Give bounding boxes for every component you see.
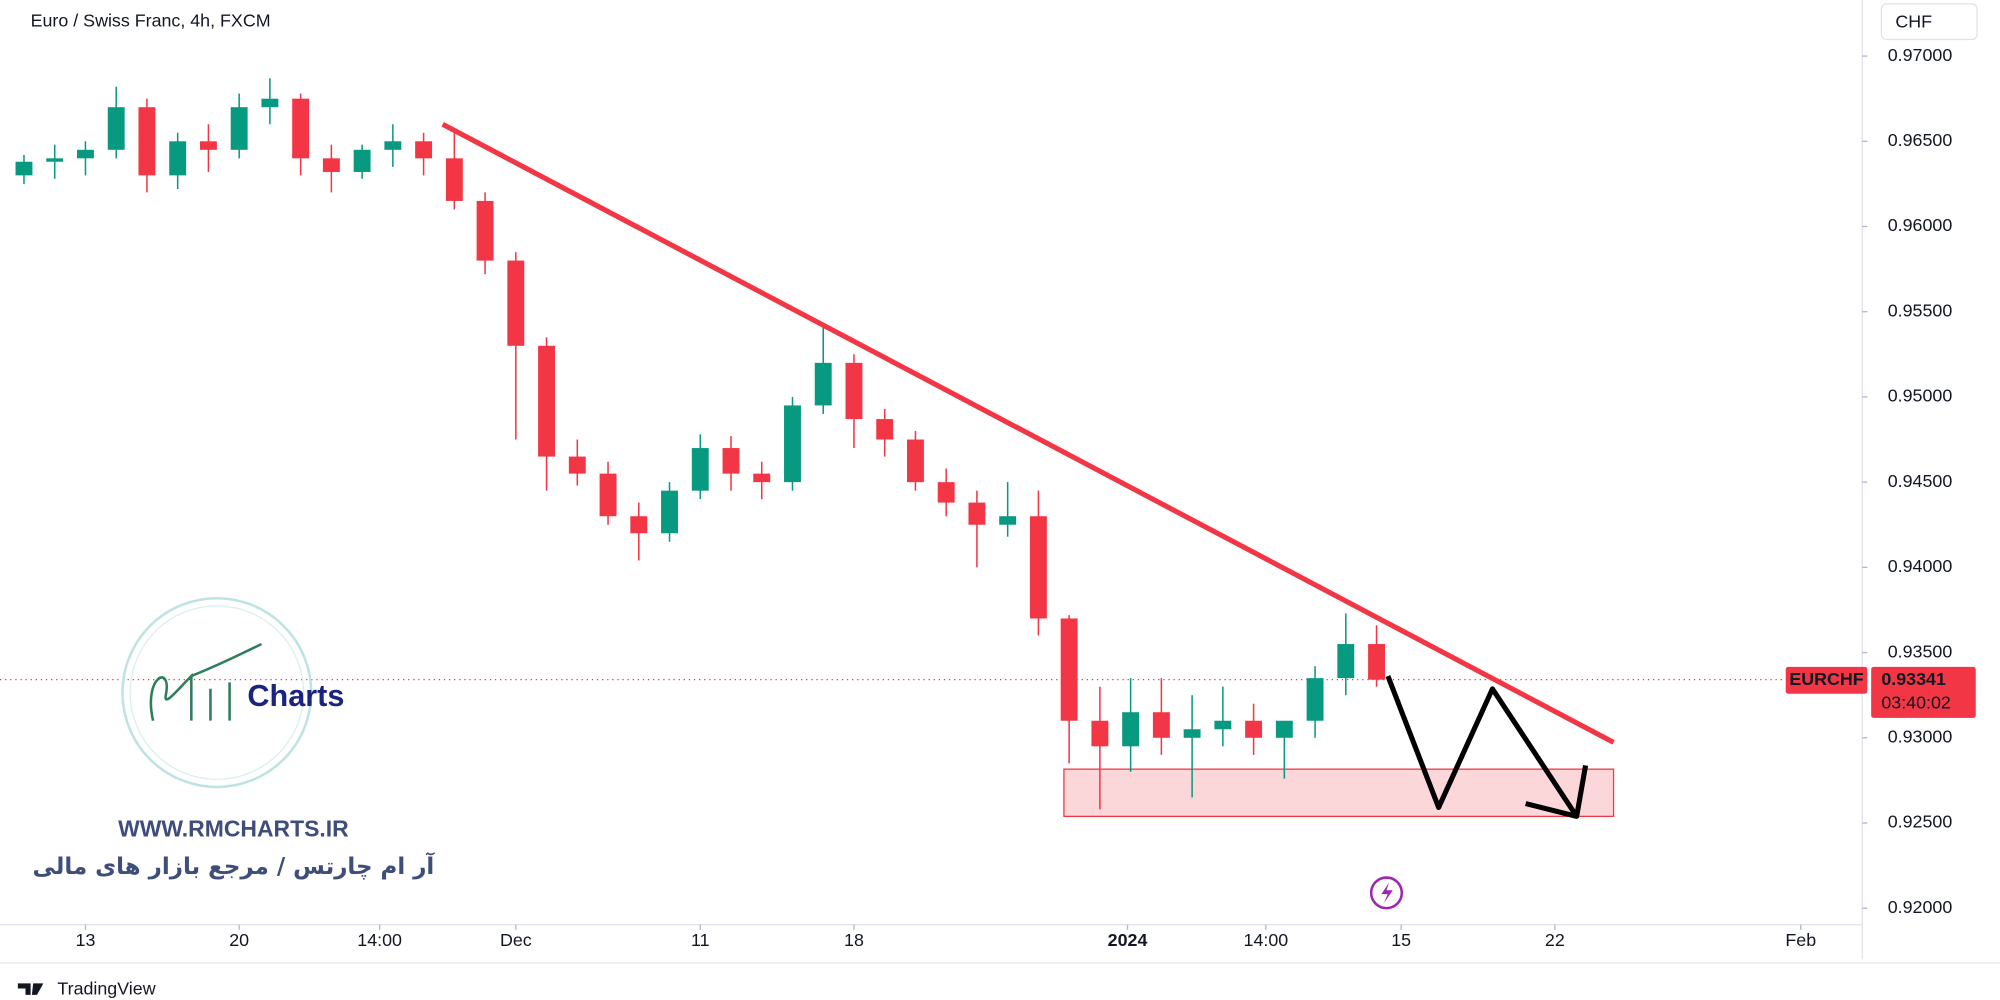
watermark-glyph — [149, 642, 263, 721]
watermark-logo: Charts — [247, 679, 344, 713]
y-tick-label: 0.96500 — [1888, 130, 1953, 150]
candle-body — [568, 456, 586, 474]
candle-body — [1091, 720, 1109, 747]
candle-body — [476, 200, 494, 261]
x-tick-label: 14:00 — [1244, 930, 1289, 950]
candle-body — [507, 260, 525, 346]
candle-body — [169, 141, 187, 176]
candle-body — [722, 448, 740, 474]
candle-body — [230, 107, 248, 150]
candle-body — [691, 448, 709, 491]
watermark-ring — [129, 605, 305, 780]
candle-body — [876, 419, 894, 440]
watermark-url: WWW.RMCHARTS.IR — [118, 815, 349, 841]
x-tick-label: Dec — [500, 930, 532, 950]
y-tick-label: 0.95500 — [1888, 300, 1953, 320]
candle-body — [1060, 618, 1078, 721]
candle-body — [1152, 712, 1170, 738]
candle-body — [814, 362, 832, 406]
candle-body — [46, 158, 64, 162]
candle-body — [15, 161, 33, 176]
candle-body — [77, 149, 94, 159]
candle-body — [1122, 712, 1140, 747]
x-tick-label: Feb — [1785, 930, 1816, 950]
candle-body — [1183, 729, 1201, 738]
currency-button[interactable] — [1880, 3, 1978, 41]
candle-body — [599, 473, 617, 517]
price-badge — [1871, 666, 1976, 718]
x-tick-label: 11 — [691, 930, 710, 950]
candle-body — [445, 158, 463, 201]
projection-path — [1385, 675, 1579, 818]
candle-body — [107, 107, 125, 150]
x-tick-label: 2024 — [1108, 930, 1148, 950]
chart-title: Euro / Swiss Franc, 4h, FXCM — [31, 10, 271, 30]
y-tick-label: 0.92500 — [1888, 812, 1953, 832]
projection-arrow-head — [1525, 764, 1589, 819]
candle-body — [1245, 720, 1263, 738]
y-tick-label: 0.96000 — [1888, 215, 1953, 235]
candle-body — [630, 516, 648, 534]
support-zone — [1063, 768, 1615, 817]
brand-logo — [17, 983, 44, 995]
alert-bolt — [1381, 882, 1393, 904]
x-tick-label: 22 — [1545, 930, 1565, 950]
candle-body — [968, 502, 986, 525]
candle-body — [999, 516, 1017, 525]
watermark-tagline: آر ام چارتس / مرجع بازار های مالی — [33, 851, 436, 880]
brand-name: TradingView — [57, 979, 155, 999]
x-tick-label: 15 — [1391, 930, 1411, 950]
candle-body — [292, 98, 310, 159]
currency-label[interactable]: CHF — [1895, 12, 1932, 32]
candle-body — [353, 149, 371, 172]
candle-body — [1029, 516, 1047, 619]
candle-body — [753, 473, 771, 483]
alert-circle — [1369, 876, 1404, 910]
candle-body — [199, 141, 217, 150]
watermark-ring — [121, 596, 313, 789]
candle-body — [1368, 644, 1386, 680]
y-tick-label: 0.93500 — [1888, 641, 1953, 661]
countdown-label: 03:40:02 — [1881, 693, 1951, 713]
x-tick-label: 18 — [844, 930, 864, 950]
candle-body — [1275, 720, 1293, 738]
x-tick-label: 14:00 — [357, 930, 402, 950]
candle-body — [845, 362, 863, 420]
symbol-label: EURCHF — [1789, 669, 1863, 689]
x-tick-label: 20 — [229, 930, 249, 950]
candle-body — [261, 98, 279, 108]
candle-body — [937, 482, 955, 503]
y-tick-label: 0.93000 — [1888, 727, 1953, 747]
candle-body — [538, 345, 556, 457]
y-tick-label: 0.95000 — [1888, 386, 1953, 406]
candle-body — [415, 141, 433, 159]
symbol-badge — [1785, 666, 1868, 694]
last-price-label: 0.93341 — [1881, 669, 1946, 689]
x-tick-label: 13 — [76, 930, 96, 950]
candle-body — [784, 405, 801, 483]
y-tick-label: 0.97000 — [1888, 45, 1953, 65]
candle-body — [906, 439, 924, 483]
candle-body — [322, 158, 340, 172]
watermark: Charts WWW.RMCHARTS.IR آر ام چارتس / مرج… — [33, 596, 436, 880]
alert-icon — [1369, 876, 1404, 910]
candle-body — [1214, 720, 1232, 730]
trendline — [441, 121, 1615, 745]
y-tick-label: 0.94500 — [1888, 471, 1953, 491]
candle-body — [1306, 678, 1324, 721]
y-tick-label: 0.92000 — [1888, 897, 1953, 917]
plot — [0, 78, 1863, 819]
y-tick-label: 0.94000 — [1888, 556, 1953, 576]
candle-body — [138, 107, 156, 176]
candle-body — [384, 141, 402, 150]
candle-body — [661, 490, 678, 534]
candle-body — [1337, 644, 1355, 679]
